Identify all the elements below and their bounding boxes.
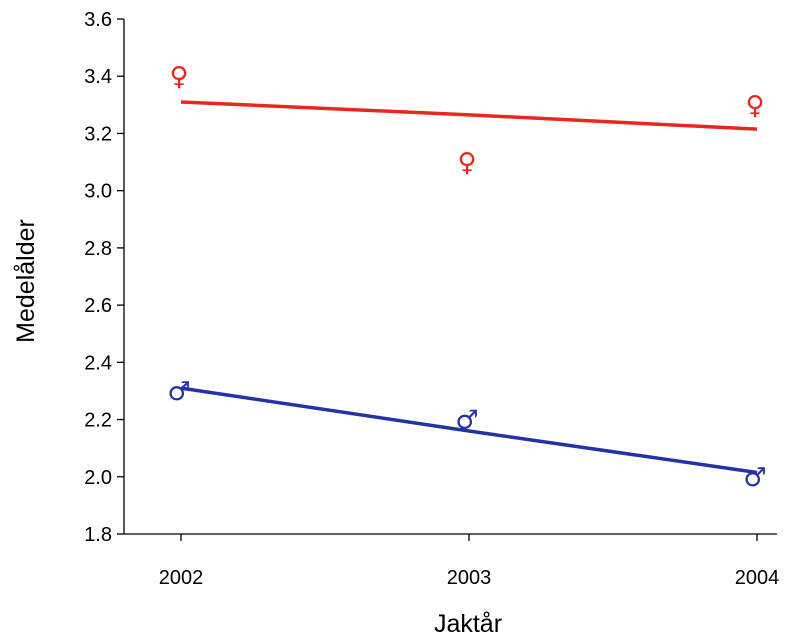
axes: 1.8 2.0 2.2 2.4 2.6 2.8 3.0 3.2 3.4 3.6 2002 2003 20… xyxy=(84,9,779,589)
y-tick-label: 2.6 xyxy=(84,295,112,317)
data-point-series-2: ♂ xyxy=(743,463,766,493)
y-tick-label: 1.8 xyxy=(84,524,112,546)
data-points: ♀ ♀ ♀ ♂ ♂ ♂ xyxy=(167,62,766,493)
data-point-series-1: ♀ xyxy=(169,62,188,92)
trend-line-2 xyxy=(180,386,758,475)
y-axis-title: Medelålder xyxy=(12,219,40,343)
data-point-series-1: ♀ xyxy=(745,91,764,121)
y-tick-label: 2.2 xyxy=(84,410,112,432)
data-point-series-2: ♂ xyxy=(167,377,190,407)
x-tick-label: 2004 xyxy=(735,567,780,589)
data-point-series-1: ♀ xyxy=(457,148,476,178)
y-tick-label: 2.0 xyxy=(84,467,112,489)
x-tick-label: 2003 xyxy=(447,567,492,589)
y-tick-label: 3.2 xyxy=(84,123,112,145)
x-axis-title: Jaktår xyxy=(434,610,502,638)
y-tick-label: 2.8 xyxy=(84,238,112,260)
trend-lines xyxy=(180,100,758,475)
y-tick-label: 2.4 xyxy=(84,352,112,374)
y-tick-label: 3.0 xyxy=(84,181,112,203)
y-tick-label: 3.4 xyxy=(84,66,112,88)
y-tick-label: 3.6 xyxy=(84,9,112,31)
trend-line-1 xyxy=(180,100,758,131)
data-point-series-2: ♂ xyxy=(455,406,478,436)
x-tick-label: 2002 xyxy=(159,567,204,589)
